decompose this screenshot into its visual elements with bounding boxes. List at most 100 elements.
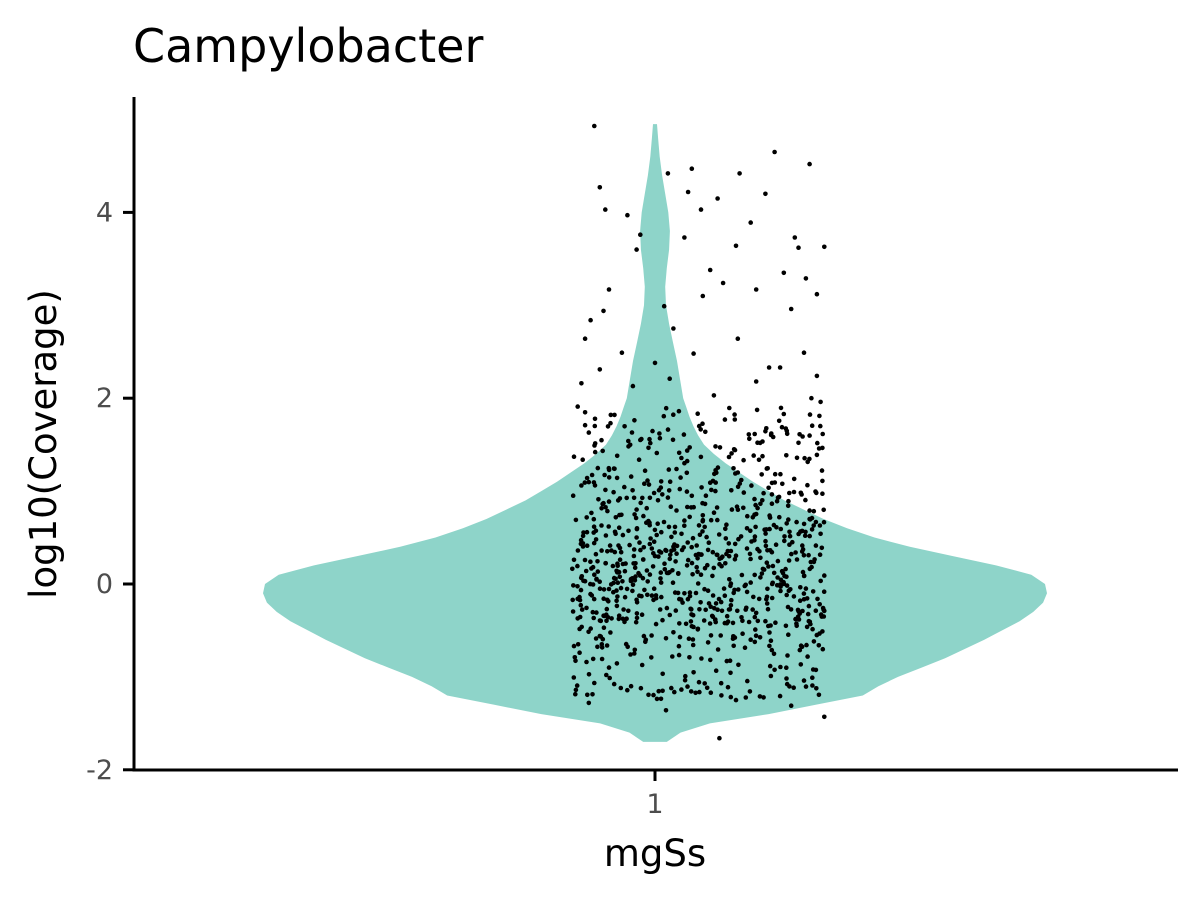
data-point [632, 565, 638, 570]
data-point [729, 488, 734, 493]
data-point [584, 543, 590, 548]
data-point [646, 445, 651, 451]
data-point [596, 497, 601, 502]
data-point [815, 596, 820, 602]
data-point [604, 672, 609, 678]
data-point [573, 687, 579, 693]
data-point [811, 639, 817, 644]
data-point [579, 624, 584, 630]
data-point [592, 572, 597, 577]
data-point [784, 665, 789, 670]
data-point [597, 579, 602, 584]
data-point [589, 510, 594, 516]
data-point [660, 688, 665, 694]
data-point [778, 471, 783, 477]
data-point [613, 576, 618, 582]
data-point [764, 596, 769, 602]
data-point [583, 568, 589, 574]
data-point [575, 548, 581, 553]
data-point [579, 607, 585, 612]
data-point [624, 616, 629, 621]
data-point [654, 696, 660, 702]
data-point [657, 549, 662, 554]
y-tick-label: 0 [96, 569, 113, 600]
data-point [798, 662, 804, 667]
data-point [592, 416, 598, 422]
data-point [705, 547, 711, 553]
data-point [797, 647, 803, 653]
data-point [710, 549, 716, 555]
data-point [625, 687, 630, 693]
data-point [757, 694, 763, 699]
data-point [573, 691, 578, 697]
data-point [670, 437, 676, 443]
data-point [821, 507, 826, 513]
data-point [753, 633, 759, 638]
data-point [572, 655, 578, 660]
data-point [590, 609, 596, 615]
data-point [724, 522, 729, 527]
data-point [642, 481, 647, 487]
data-point [648, 536, 653, 541]
data-point [595, 569, 601, 574]
data-point [661, 519, 667, 525]
data-point [628, 683, 634, 689]
data-point [679, 531, 684, 537]
data-point [726, 454, 732, 460]
data-point [689, 493, 695, 499]
data-point [715, 607, 720, 612]
data-point [767, 526, 772, 532]
data-point [612, 549, 618, 555]
data-point [789, 551, 794, 557]
data-point [732, 417, 738, 422]
data-point [715, 196, 720, 201]
data-point [634, 535, 639, 540]
data-point [650, 564, 656, 569]
data-point [765, 586, 770, 592]
data-point [781, 270, 787, 276]
data-point [582, 422, 588, 428]
data-point [776, 494, 782, 500]
data-point [755, 618, 761, 624]
data-point [620, 561, 626, 567]
data-point [597, 586, 603, 591]
data-point [671, 630, 676, 635]
data-point [665, 171, 671, 176]
data-point [691, 351, 696, 356]
data-point [745, 513, 750, 519]
data-point [643, 639, 648, 645]
data-point [713, 480, 718, 485]
data-point [801, 573, 807, 578]
data-point [726, 553, 732, 559]
data-point [632, 647, 638, 653]
data-point [699, 485, 704, 490]
data-point [586, 629, 591, 635]
data-point [752, 614, 758, 620]
data-point [820, 431, 825, 437]
data-point [661, 413, 667, 419]
data-point [679, 455, 684, 461]
data-point [767, 663, 773, 669]
data-point [648, 440, 653, 446]
data-point [651, 692, 656, 698]
data-point [632, 578, 638, 583]
data-point [693, 590, 699, 596]
data-point [608, 412, 614, 418]
data-point [738, 534, 744, 539]
data-point [598, 618, 604, 624]
data-point [728, 548, 734, 554]
data-point [733, 471, 738, 476]
data-point [801, 597, 807, 602]
data-point [765, 606, 771, 612]
data-point [684, 458, 690, 464]
data-point [646, 692, 651, 698]
data-point [571, 675, 577, 680]
data-point [806, 552, 811, 558]
data-point [815, 440, 820, 446]
data-point [619, 512, 624, 518]
data-point [709, 487, 714, 493]
data-point [649, 655, 654, 660]
x-tick-label-1: 1 [646, 789, 663, 820]
data-point [810, 683, 815, 688]
data-point [615, 561, 620, 566]
